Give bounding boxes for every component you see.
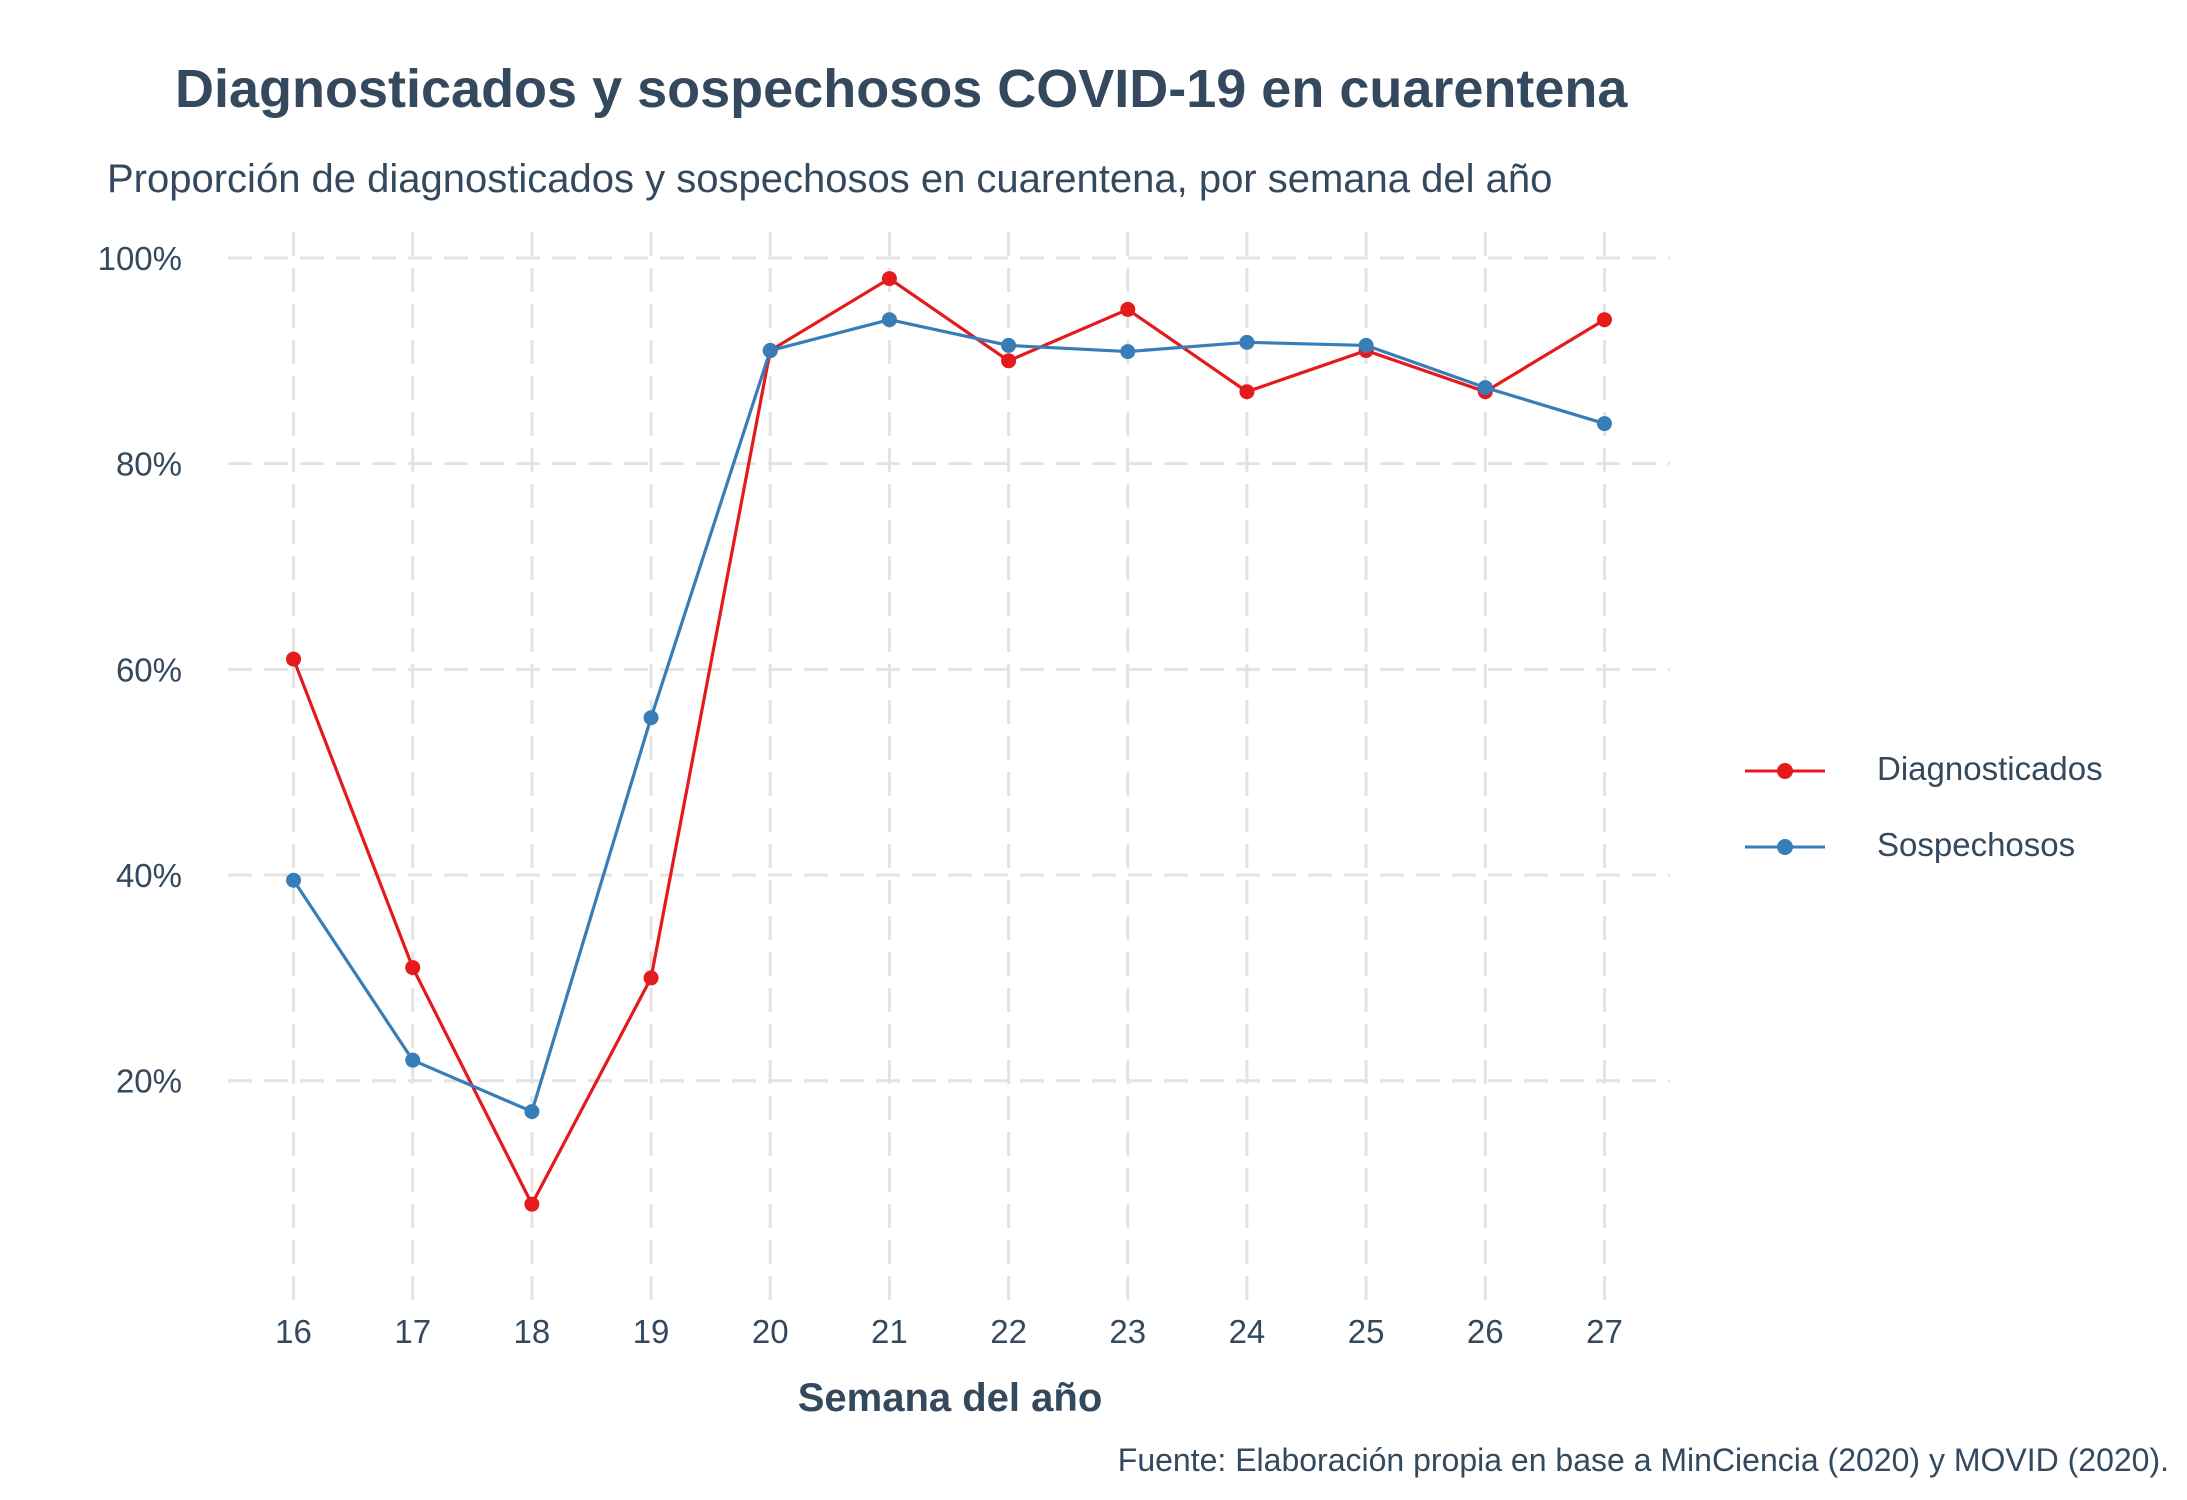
- x-axis-title: Semana del año: [797, 1376, 1103, 1420]
- data-point-sospechosos-20: [762, 343, 778, 359]
- y-tick-label-60: 60%: [116, 651, 182, 688]
- data-point-sospechosos-22: [1001, 337, 1017, 353]
- data-point-diagnosticados-24: [1239, 384, 1255, 400]
- data-point-sospechosos-24: [1239, 334, 1255, 350]
- x-tick-label-20: 20: [752, 1313, 789, 1350]
- y-tick-label-80: 80%: [116, 446, 182, 483]
- legend-key-sospechosos: [1745, 839, 1825, 855]
- chart-subtitle: Proporción de diagnosticados y sospechos…: [107, 157, 1553, 201]
- series-line-diagnosticados: [292, 276, 1606, 1206]
- data-point-diagnosticados-21: [881, 271, 897, 287]
- y-tick-label-20: 20%: [116, 1063, 182, 1100]
- data-point-sospechosos-23: [1120, 344, 1136, 360]
- data-point-sospechosos-25: [1358, 337, 1374, 353]
- y-tick-labels: 20% 40% 60% 80% 100%: [98, 240, 182, 1100]
- x-tick-labels: 16 17 18 19 20 21 22 23 24 25 26 27: [275, 1313, 1623, 1350]
- plot-area: 20% 40% 60% 80% 100% 16 17 18 19 20 21 22 23 24 25 26 2…: [98, 232, 1670, 1350]
- y-tick-label-100: 100%: [98, 240, 182, 277]
- x-tick-label-19: 19: [633, 1313, 670, 1350]
- data-point-sospechosos-17: [405, 1052, 421, 1068]
- chart-title: Diagnosticados y sospechosos COVID-19 en…: [175, 59, 1628, 119]
- legend-key-diagnosticados: [1745, 763, 1825, 779]
- vertical-gridlines: [292, 232, 1606, 1300]
- x-tick-label-25: 25: [1348, 1313, 1385, 1350]
- data-point-diagnosticados-18: [524, 1196, 540, 1212]
- data-point-diagnosticados-16: [286, 651, 302, 667]
- source-caption: Fuente: Elaboración propia en base a Min…: [1117, 1442, 2169, 1478]
- x-tick-label-17: 17: [394, 1313, 431, 1350]
- x-tick-label-16: 16: [275, 1313, 312, 1350]
- data-point-diagnosticados-19: [643, 970, 659, 986]
- data-point-sospechosos-21: [881, 312, 897, 328]
- x-tick-label-22: 22: [990, 1313, 1027, 1350]
- series-line-sospechosos: [292, 318, 1605, 1114]
- data-point-sospechosos-18: [524, 1104, 540, 1120]
- x-tick-label-21: 21: [871, 1313, 908, 1350]
- data-point-diagnosticados-22: [1001, 353, 1017, 369]
- y-tick-label-40: 40%: [116, 857, 182, 894]
- data-point-sospechosos-26: [1477, 380, 1493, 396]
- data-point-diagnosticados-23: [1120, 301, 1136, 317]
- x-tick-label-27: 27: [1586, 1313, 1623, 1350]
- x-tick-label-24: 24: [1229, 1313, 1266, 1350]
- x-tick-label-18: 18: [514, 1313, 551, 1350]
- data-point-sospechosos-16: [286, 872, 302, 888]
- horizontal-gridlines: [228, 256, 1670, 1083]
- data-point-sospechosos-27: [1596, 416, 1612, 432]
- series-layer: [286, 271, 1612, 1212]
- legend-label-sospechosos: Sospechosos: [1877, 826, 2076, 863]
- legend-label-diagnosticados: Diagnosticados: [1877, 750, 2103, 787]
- data-point-diagnosticados-27: [1596, 312, 1612, 328]
- data-point-diagnosticados-17: [405, 960, 421, 976]
- data-point-sospechosos-19: [643, 710, 659, 726]
- x-tick-label-26: 26: [1467, 1313, 1504, 1350]
- x-tick-label-23: 23: [1109, 1313, 1146, 1350]
